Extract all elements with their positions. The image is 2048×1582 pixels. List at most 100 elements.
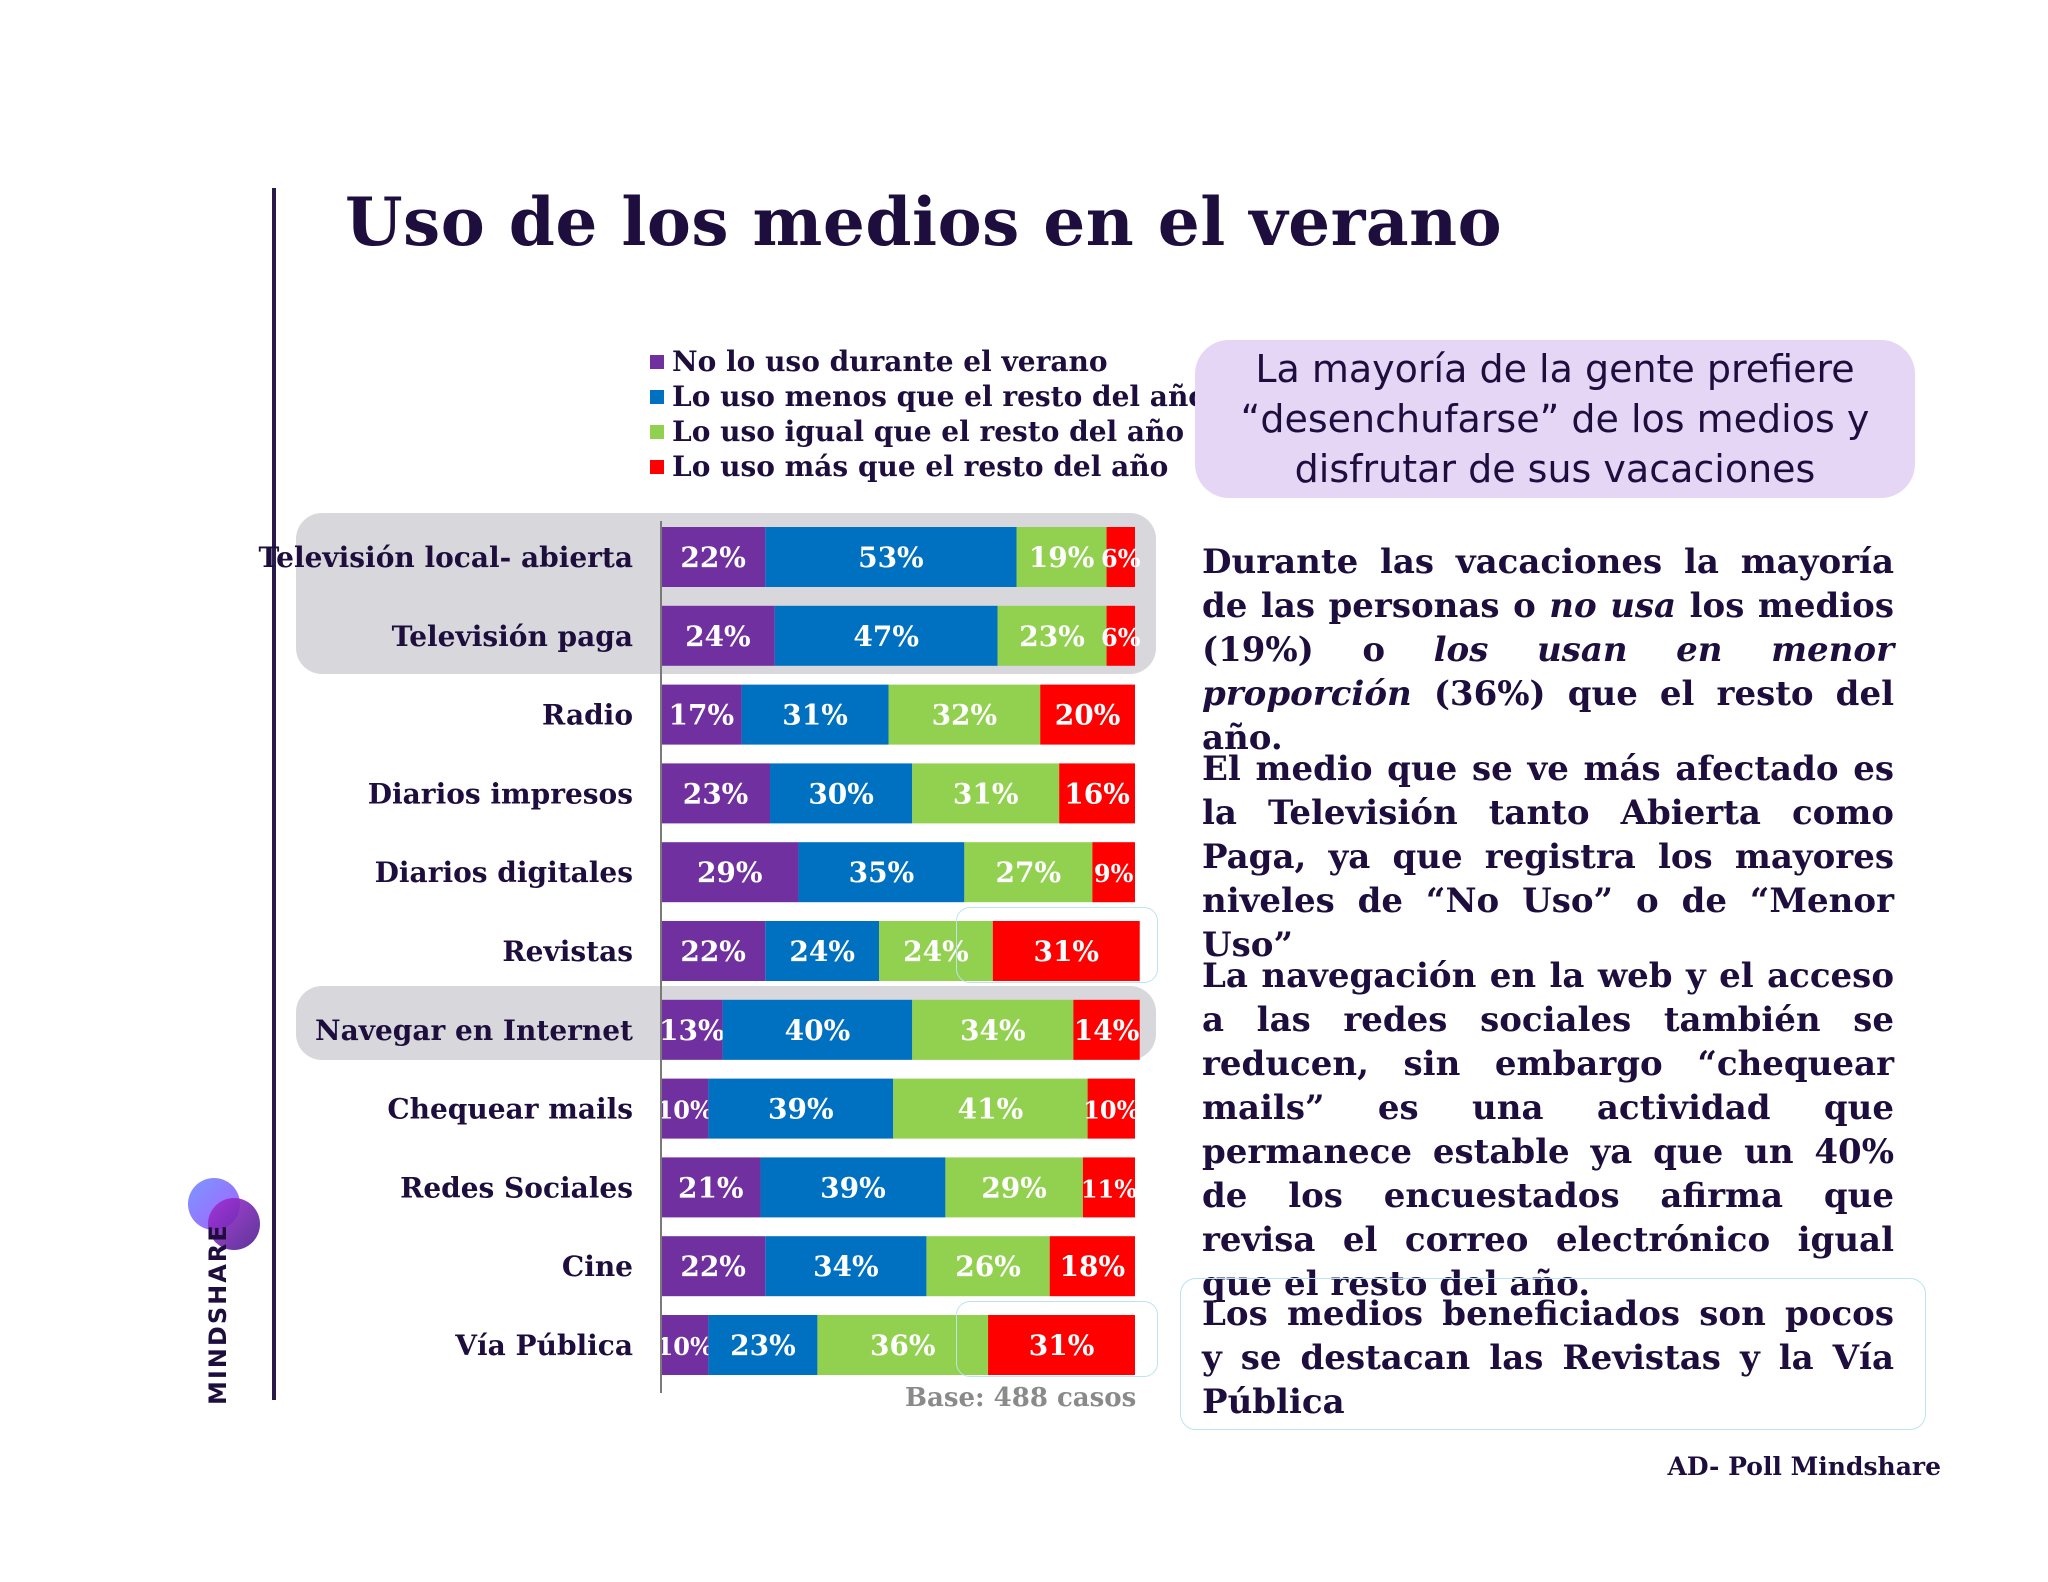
bar-data-label: 9% <box>1094 859 1134 888</box>
category-label: Revistas <box>502 935 633 968</box>
callout-text: La mayoría de la gente prefiere “desench… <box>1240 347 1870 491</box>
bar-data-label: 23% <box>683 777 749 810</box>
bar-data-label: 31% <box>953 777 1019 810</box>
bar-data-label: 32% <box>932 699 998 732</box>
p3-text-c: es una actividad que permanece estable y… <box>1202 1088 1894 1304</box>
category-label: Televisión local- abierta <box>259 541 634 574</box>
bar-segment <box>708 1078 894 1139</box>
bar-segment <box>741 684 889 745</box>
bar-data-label: 23% <box>730 1329 796 1362</box>
legend-label: Lo uso igual que el resto del año <box>672 415 1185 448</box>
legend-item: Lo uso menos que el resto del año <box>650 379 1207 414</box>
bar-data-label: 10% <box>1083 1096 1139 1125</box>
bar-segment <box>661 527 766 587</box>
bar-segment <box>765 1236 927 1297</box>
chart-legend: No lo uso durante el verano Lo uso menos… <box>650 344 1207 484</box>
bar-segment <box>661 605 775 666</box>
bar-data-label: 10% <box>657 1096 713 1125</box>
bar-data-label: 23% <box>1019 620 1085 653</box>
bar-segment <box>1059 763 1135 824</box>
bar-segment <box>1106 605 1135 666</box>
paragraph-3: La navegación en la web y el acceso a la… <box>1202 954 1894 1306</box>
bar-segment <box>893 1078 1088 1139</box>
bar-segment <box>1049 1236 1135 1297</box>
bar-segment <box>661 842 799 903</box>
category-label: Televisión paga <box>392 620 633 653</box>
bar-data-label: 39% <box>768 1093 834 1126</box>
bar-data-label: 19% <box>1029 541 1095 574</box>
bar-data-label: 24% <box>903 935 969 968</box>
bar-data-label: 6% <box>1101 544 1141 573</box>
bar-segment <box>661 1157 761 1218</box>
p1-text-c: los medios (19%) o <box>1202 586 1894 670</box>
bar-data-label: 24% <box>789 935 855 968</box>
bar-segment <box>888 684 1041 745</box>
bar-segment <box>760 1157 946 1218</box>
base-note: Base: 488 casos <box>905 1383 1137 1413</box>
bar-segment <box>770 763 913 824</box>
p3-text-a: La navegación en la web y el acceso a la… <box>1202 956 1894 1084</box>
bar-data-label: 24% <box>685 620 751 653</box>
bar-segment <box>774 605 998 666</box>
bar-segment <box>661 684 742 745</box>
bar-segment <box>765 527 1017 587</box>
bar-segment <box>661 763 771 824</box>
legend-item: Lo uso igual que el resto del año <box>650 414 1207 449</box>
bar-data-label: 30% <box>808 777 874 810</box>
bar-segment <box>1082 1157 1135 1218</box>
bar-segment <box>1040 684 1135 745</box>
legend-swatch <box>650 389 664 404</box>
bar-data-label: 29% <box>981 1171 1047 1204</box>
bar-data-label: 11% <box>1081 1174 1137 1203</box>
category-label: Diarios impresos <box>368 777 633 810</box>
bar-data-label: 18% <box>1060 1250 1126 1283</box>
bar-data-label: 14% <box>1074 1014 1140 1047</box>
bar-segment <box>661 1236 766 1297</box>
p1-emphasis-menor: los usan en menor proporción <box>1202 630 1894 714</box>
category-label: Diarios digitales <box>375 856 633 889</box>
bar-segment <box>912 999 1074 1060</box>
bar-segment <box>945 1157 1083 1218</box>
bar-segment <box>879 921 993 981</box>
mindshare-logo: MINDSHARE <box>178 1170 278 1410</box>
bar-data-label: 31% <box>1029 1329 1095 1362</box>
bar-data-label: 41% <box>958 1093 1024 1126</box>
bar-segment <box>798 842 965 903</box>
legend-swatch <box>650 354 664 369</box>
bar-segment <box>1016 527 1107 587</box>
bar-segment <box>661 921 766 981</box>
bar-data-label: 6% <box>1101 623 1141 652</box>
bar-segment <box>1073 999 1140 1060</box>
bar-segment <box>661 999 723 1060</box>
bar-data-label: 17% <box>669 699 735 732</box>
bar-data-label: 22% <box>680 1250 746 1283</box>
legend-item: Lo uso más que el resto del año <box>650 449 1207 484</box>
bar-segment <box>1092 842 1135 903</box>
p1-text-e: (36%) que el resto del año. <box>1202 674 1894 758</box>
p1-text-a: Durante las vacaciones la mayoría de las… <box>1202 542 1894 626</box>
source-credit: AD- Poll Mindshare <box>1667 1452 1941 1481</box>
legend-swatch <box>650 424 664 439</box>
bar-data-label: 16% <box>1064 777 1130 810</box>
bar-data-label: 10% <box>657 1332 713 1361</box>
bar-data-label: 29% <box>697 856 763 889</box>
legend-label: Lo uso menos que el resto del año <box>672 380 1207 413</box>
logo-circle-icon-2 <box>208 1198 260 1250</box>
bar-data-label: 26% <box>955 1250 1021 1283</box>
legend-swatch <box>650 459 664 474</box>
bar-data-label: 27% <box>996 856 1062 889</box>
bar-segment <box>912 763 1060 824</box>
bar-data-label: 34% <box>960 1014 1026 1047</box>
legend-label: Lo uso más que el resto del año <box>672 450 1169 483</box>
bar-segment <box>988 1315 1135 1375</box>
bar-segment <box>992 921 1140 981</box>
bar-segment <box>765 921 880 981</box>
p1-emphasis-no-usa: no usa <box>1549 586 1677 626</box>
bar-data-label: 35% <box>849 856 915 889</box>
category-label: Cine <box>562 1250 633 1283</box>
paragraph-4: Los medios beneficiados son pocos y se d… <box>1202 1294 1894 1422</box>
category-label: Redes Sociales <box>400 1171 633 1204</box>
bar-data-label: 20% <box>1055 699 1121 732</box>
bar-segment <box>661 1315 709 1375</box>
